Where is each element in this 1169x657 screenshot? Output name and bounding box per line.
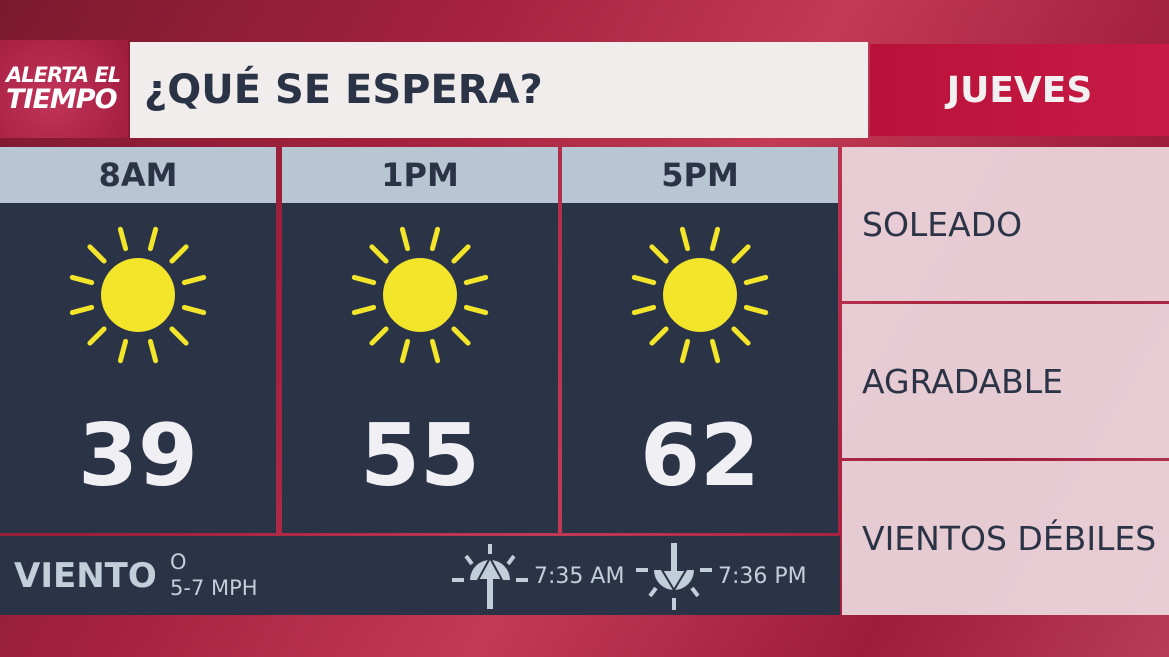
sun-ray	[369, 326, 389, 346]
forecast-column-5pm: 5PM 62	[562, 147, 838, 533]
wind-speed: 5-7 MPH	[170, 576, 258, 600]
forecast-column-1pm: 1PM 55	[282, 147, 558, 533]
sun-disc	[663, 258, 737, 332]
sun-ray	[631, 274, 657, 286]
sun-ray	[463, 274, 489, 286]
sun-ray	[69, 304, 95, 316]
sun-ray	[147, 226, 159, 252]
forecast-time: 8AM	[0, 147, 276, 203]
sunrise-icon	[452, 544, 528, 611]
sun-ray	[709, 338, 721, 364]
sun-ray	[87, 326, 107, 346]
sun-ray	[649, 244, 669, 264]
wind-label: VIENTO	[14, 556, 157, 596]
sun-ray	[451, 244, 471, 264]
sun-disc	[101, 258, 175, 332]
sun-ray	[69, 274, 95, 286]
sun-ray	[351, 274, 377, 286]
alerta-el-tiempo-logo: ALERTA EL TIEMPO	[0, 40, 128, 138]
logo-line-1: ALERTA EL	[6, 63, 121, 87]
sun-ray	[679, 338, 691, 364]
sunrise-time: 7:35 AM	[534, 564, 625, 589]
sunset-icon	[636, 541, 712, 610]
sun-ray	[451, 326, 471, 346]
sun-ray	[429, 338, 441, 364]
forecast-time: 1PM	[282, 147, 558, 203]
condition-item: SOLEADO	[842, 147, 1169, 301]
sun-ray	[649, 326, 669, 346]
sun-disc	[383, 258, 457, 332]
forecast-time: 5PM	[562, 147, 838, 203]
sun-ray	[399, 226, 411, 252]
sun-ray	[743, 274, 769, 286]
sun-ray	[147, 338, 159, 364]
sun-ray	[399, 338, 411, 364]
sun-ray	[731, 326, 751, 346]
sun-ray	[709, 226, 721, 252]
sun-ray	[117, 226, 129, 252]
sun-ray	[181, 304, 207, 316]
wind-direction: O	[170, 550, 187, 574]
day-label: JUEVES	[870, 44, 1169, 136]
sun-ray	[181, 274, 207, 286]
sun-ray	[87, 244, 107, 264]
sun-ray	[169, 326, 189, 346]
sun-ray	[679, 226, 691, 252]
sun-ray	[731, 244, 751, 264]
sun-ray	[369, 244, 389, 264]
sunset-time: 7:36 PM	[718, 564, 807, 589]
sun-ray	[429, 226, 441, 252]
forecast-temp: 62	[640, 406, 760, 506]
condition-item: AGRADABLE	[842, 304, 1169, 458]
forecast-column-8am: 8AM 39	[0, 147, 276, 533]
forecast-temp: 55	[360, 406, 480, 506]
sun-ray	[117, 338, 129, 364]
sun-icon	[351, 226, 489, 364]
sun-ray	[463, 304, 489, 316]
sun-ray	[631, 304, 657, 316]
sun-ray	[743, 304, 769, 316]
sun-icon	[631, 226, 769, 364]
sun-ray	[169, 244, 189, 264]
sun-icon	[69, 226, 207, 364]
page-title: ¿QUÉ SE ESPERA?	[130, 42, 868, 138]
logo-line-2: TIEMPO	[6, 84, 118, 115]
condition-item: VIENTOS DÉBILES	[842, 461, 1169, 615]
forecast-temp: 39	[78, 406, 198, 506]
wind-sun-bar: VIENTO O 5-7 MPH 7:35 AM 7:36 PM	[0, 536, 840, 615]
sun-ray	[351, 304, 377, 316]
conditions-panel: SOLEADO AGRADABLE VIENTOS DÉBILES	[842, 147, 1169, 615]
